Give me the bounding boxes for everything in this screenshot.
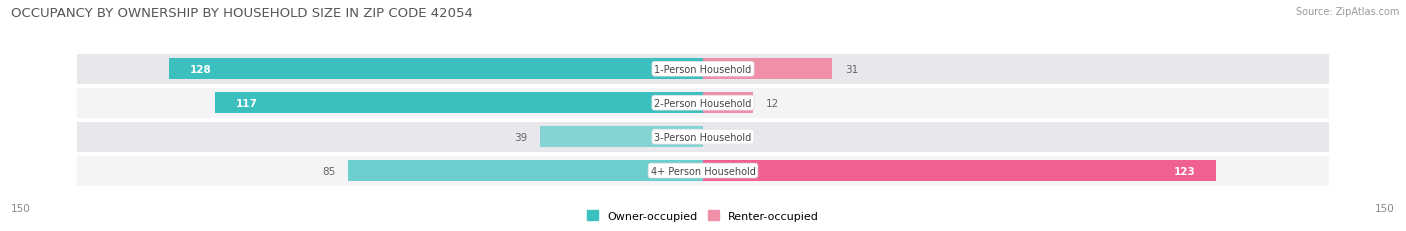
Text: 31: 31 xyxy=(845,64,858,74)
Text: 117: 117 xyxy=(236,98,257,108)
Bar xyxy=(77,122,1329,152)
Text: OCCUPANCY BY OWNERSHIP BY HOUSEHOLD SIZE IN ZIP CODE 42054: OCCUPANCY BY OWNERSHIP BY HOUSEHOLD SIZE… xyxy=(11,7,474,20)
Text: Source: ZipAtlas.com: Source: ZipAtlas.com xyxy=(1295,7,1399,17)
Bar xyxy=(540,127,703,148)
Bar xyxy=(215,93,703,114)
Text: 3-Person Household: 3-Person Household xyxy=(654,132,752,142)
Bar xyxy=(703,160,1216,181)
Text: 1-Person Household: 1-Person Household xyxy=(654,64,752,74)
Bar xyxy=(77,88,1329,118)
Bar xyxy=(349,160,703,181)
Text: 12: 12 xyxy=(766,98,779,108)
Legend: Owner-occupied, Renter-occupied: Owner-occupied, Renter-occupied xyxy=(586,210,820,221)
Bar xyxy=(703,93,754,114)
Bar xyxy=(77,55,1329,84)
Bar xyxy=(77,156,1329,186)
Text: 150: 150 xyxy=(1375,203,1395,213)
Bar xyxy=(169,59,703,80)
Text: 2-Person Household: 2-Person Household xyxy=(654,98,752,108)
Text: 150: 150 xyxy=(11,203,31,213)
Text: 39: 39 xyxy=(515,132,527,142)
Bar xyxy=(703,59,832,80)
Text: 123: 123 xyxy=(1174,166,1195,176)
Text: 128: 128 xyxy=(190,64,212,74)
Text: 85: 85 xyxy=(323,166,336,176)
Text: 0: 0 xyxy=(716,132,723,142)
Text: 4+ Person Household: 4+ Person Household xyxy=(651,166,755,176)
